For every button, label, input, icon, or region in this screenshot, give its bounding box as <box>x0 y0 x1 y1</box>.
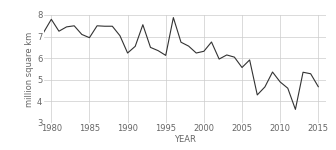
X-axis label: YEAR: YEAR <box>174 135 196 144</box>
Y-axis label: million square km: million square km <box>25 31 34 107</box>
